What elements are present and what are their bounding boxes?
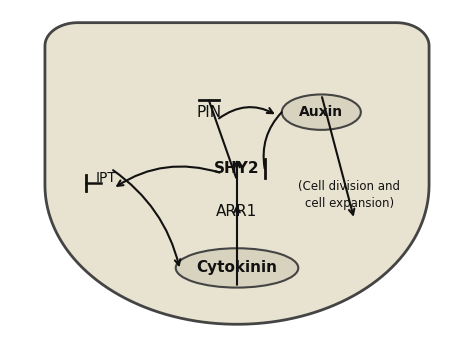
Ellipse shape bbox=[176, 248, 298, 287]
Text: SHY2: SHY2 bbox=[214, 161, 260, 176]
Text: ARR1: ARR1 bbox=[216, 204, 258, 219]
Text: PIN: PIN bbox=[196, 105, 221, 120]
Text: IPT: IPT bbox=[95, 172, 116, 185]
Text: Cytokinin: Cytokinin bbox=[197, 261, 277, 275]
Text: (Cell division and
cell expansion): (Cell division and cell expansion) bbox=[299, 180, 401, 210]
Ellipse shape bbox=[282, 94, 361, 130]
Polygon shape bbox=[45, 23, 429, 324]
Text: Auxin: Auxin bbox=[299, 105, 343, 119]
